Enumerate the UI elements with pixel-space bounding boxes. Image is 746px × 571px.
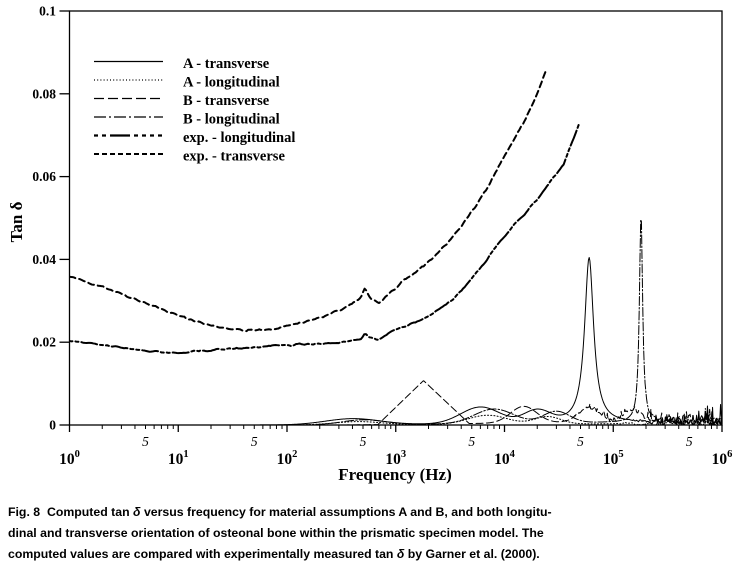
svg-text:0.04: 0.04: [32, 252, 56, 267]
svg-text:Tan δ: Tan δ: [7, 201, 26, 242]
svg-text:B - transverse: B - transverse: [183, 93, 270, 109]
svg-text:0: 0: [49, 418, 56, 433]
svg-text:5: 5: [468, 434, 475, 449]
svg-text:Frequency (Hz): Frequency (Hz): [338, 465, 451, 484]
svg-text:A - transverse: A - transverse: [183, 56, 270, 72]
svg-text:100: 100: [59, 449, 80, 468]
svg-text:105: 105: [603, 449, 624, 468]
svg-text:5: 5: [251, 434, 258, 449]
svg-text:0.1: 0.1: [39, 4, 56, 19]
svg-text:B - longitudinal: B - longitudinal: [183, 112, 280, 128]
svg-text:A - longitudinal: A - longitudinal: [183, 75, 280, 91]
svg-text:106: 106: [712, 449, 733, 468]
svg-text:101: 101: [168, 449, 189, 468]
svg-text:0.08: 0.08: [32, 86, 56, 101]
svg-text:exp. - transverse: exp. - transverse: [183, 149, 285, 165]
svg-text:102: 102: [277, 449, 298, 468]
svg-text:exp. - longitudinal: exp. - longitudinal: [183, 130, 295, 146]
svg-text:5: 5: [577, 434, 584, 449]
svg-text:104: 104: [494, 449, 516, 468]
svg-text:5: 5: [686, 434, 693, 449]
svg-text:5: 5: [360, 434, 367, 449]
svg-text:5: 5: [142, 434, 149, 449]
svg-text:0.02: 0.02: [32, 335, 56, 350]
svg-text:0.06: 0.06: [32, 169, 56, 184]
